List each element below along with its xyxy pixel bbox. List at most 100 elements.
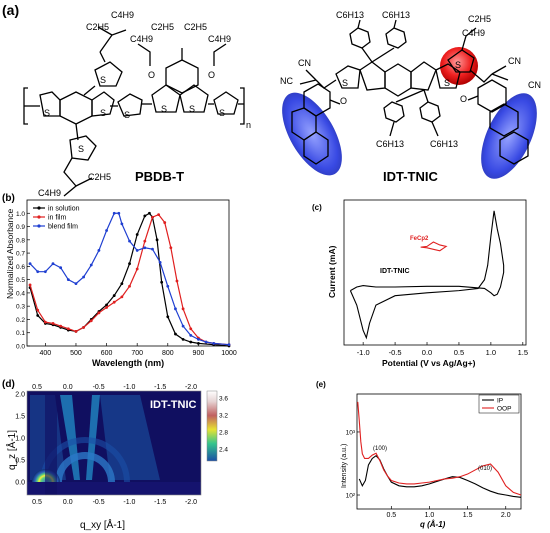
d-ytick-label: 0.5 <box>15 458 25 465</box>
b-series-2-point <box>227 343 231 347</box>
b-series-2-point <box>36 270 40 274</box>
d-top-tick-label: -0.5 <box>93 384 105 391</box>
aryl-top-left <box>349 27 371 49</box>
b-series-0-point <box>148 211 151 215</box>
idt-c6h13-tl: C6H13 <box>336 10 364 20</box>
pbdbt-c2h5-bottom: C2H5 <box>88 172 111 182</box>
e-xtick-label: 0.5 <box>386 512 396 519</box>
b-xtick-label: 900 <box>193 350 205 357</box>
idt-c4h9: C4H9 <box>462 28 485 38</box>
b-legend-label-1: in film <box>48 215 66 222</box>
b-series-1-point <box>151 215 154 219</box>
b-series-1-point <box>143 239 147 243</box>
idt-central-ring <box>384 63 412 97</box>
b-ytick-label: 0.2 <box>16 317 25 324</box>
pbdbt-s2: S <box>44 108 50 118</box>
d-colorbar-tick: 3.2 <box>219 413 228 420</box>
b-series-1-point <box>36 308 40 312</box>
panel-a-label: (a) <box>2 2 19 18</box>
b-series-2-point <box>28 262 32 266</box>
pbdbt-c4h9-mid: C4H9 <box>130 34 153 44</box>
b-series-2-point <box>117 211 121 215</box>
panel-d-label: (d) <box>2 379 15 390</box>
panel-c-plot: -1.0 -0.5 0.0 0.5 1.0 1.5 <box>349 210 528 357</box>
giwaxs-title: IDT-TNIC <box>150 399 196 411</box>
c-series-0-line <box>349 210 505 340</box>
idt-o-right: O <box>460 94 467 104</box>
b-series-2-point <box>151 247 154 251</box>
e-legend-label-1: OOP <box>497 406 511 413</box>
giwaxs-diffuse <box>100 395 160 480</box>
panel-e-frame <box>356 393 522 510</box>
b-xtick-label: 1000 <box>221 350 237 357</box>
panel-b-plot: 400 500 600 700 800 900 1000 0.0 0.1 0.2 0.3 0.4 0.5… <box>16 206 237 358</box>
e-legend-label-0: IP <box>497 398 503 405</box>
b-series-0-point <box>105 303 108 307</box>
e-ytick-label: 10² <box>346 493 356 500</box>
e-xtick-label: 1.0 <box>425 512 435 519</box>
d-ytick-label: 2.0 <box>15 392 25 399</box>
panel-d: (d) IDT-TNIC 0.5 0.0 -0.5 -1.0 -1.5 -2.00.5 0.… <box>2 379 228 531</box>
b-series-1-point <box>169 246 173 250</box>
b-ytick-label: 0.8 <box>16 237 25 244</box>
bdd-dione-ring <box>165 59 199 94</box>
b-ytick-label: 0.9 <box>16 224 25 231</box>
b-series-0-point <box>128 262 131 266</box>
right-end-group-highlight <box>481 93 537 179</box>
b-legend-marker-1 <box>37 215 41 219</box>
panel-e-label: (e) <box>316 380 326 389</box>
b-series-1-point <box>135 267 139 271</box>
pbdbt-c4h9-bottom: C4H9 <box>38 188 61 198</box>
e-series-1-line <box>357 401 522 496</box>
c-xtick-label: 1.0 <box>486 348 496 357</box>
pbdbt-o-left: O <box>148 70 155 80</box>
b-series-2-point <box>135 249 139 252</box>
b-series-1-point <box>66 327 70 331</box>
pbdbt-c2h5-top: C2H5 <box>86 22 109 32</box>
b-ytick-label: 0.7 <box>16 251 25 258</box>
thienothiophene-ring <box>447 49 475 73</box>
b-series-2-point <box>43 270 47 274</box>
b-series-0-point <box>36 314 40 317</box>
b-series-0-point <box>160 280 164 284</box>
giwaxs-horizon <box>27 482 201 495</box>
aryl-bottom-right <box>419 101 441 123</box>
b-series-0-point <box>112 294 116 297</box>
e-xtick-label: 1.5 <box>463 512 473 519</box>
panel-c-ylabel: Current (mA) <box>327 245 337 298</box>
b-series-0-point <box>196 341 200 345</box>
idt-left-cp <box>359 61 386 91</box>
peak-100-annotation: (100) <box>373 446 387 452</box>
d-top-tick-label: -2.0 <box>185 384 197 391</box>
b-series-1-point <box>51 322 55 325</box>
b-series-1-point <box>59 324 63 328</box>
b-series-2-point <box>128 239 131 243</box>
b-series-2-point <box>181 324 185 328</box>
d-xtick-label: 0.5 <box>32 499 42 506</box>
b-legend-label-0: in solution <box>48 206 80 213</box>
peak-010-annotation: (010) <box>478 466 492 472</box>
b-series-1-point <box>28 283 32 287</box>
pbdbt-s3: S <box>100 108 106 118</box>
b-series-0-point <box>135 233 139 236</box>
d-xtick-label: 0.0 <box>63 499 73 506</box>
b-series-1-point <box>189 327 193 331</box>
panel-b-ylabel: Normalized Absorbance <box>5 208 15 299</box>
b-ytick-label: 0.0 <box>16 344 25 351</box>
b-series-1-point <box>97 311 101 315</box>
panel-e-xlabel: q (Å-1) <box>420 520 446 529</box>
b-series-0-point <box>189 340 193 344</box>
b-series-1-point <box>82 326 86 329</box>
panel-c: (c) -1.0 -0.5 0.0 0.5 1.0 1.5 FeCp2 IDT-TNIC … <box>312 199 528 368</box>
d-colorbar-tick: 3.6 <box>219 396 228 403</box>
giwaxs-beamstop <box>45 391 57 495</box>
giwaxs-outer-ring <box>55 452 115 482</box>
right-indanone-ring <box>477 79 507 113</box>
pbdbt-s1: S <box>100 75 106 85</box>
pbdbt-s7: S <box>219 108 225 118</box>
b-series-2-point <box>212 341 216 345</box>
b-xtick-label: 800 <box>162 350 174 357</box>
panel-c-xlabel: Potential (V vs Ag/Ag+) <box>382 358 476 368</box>
